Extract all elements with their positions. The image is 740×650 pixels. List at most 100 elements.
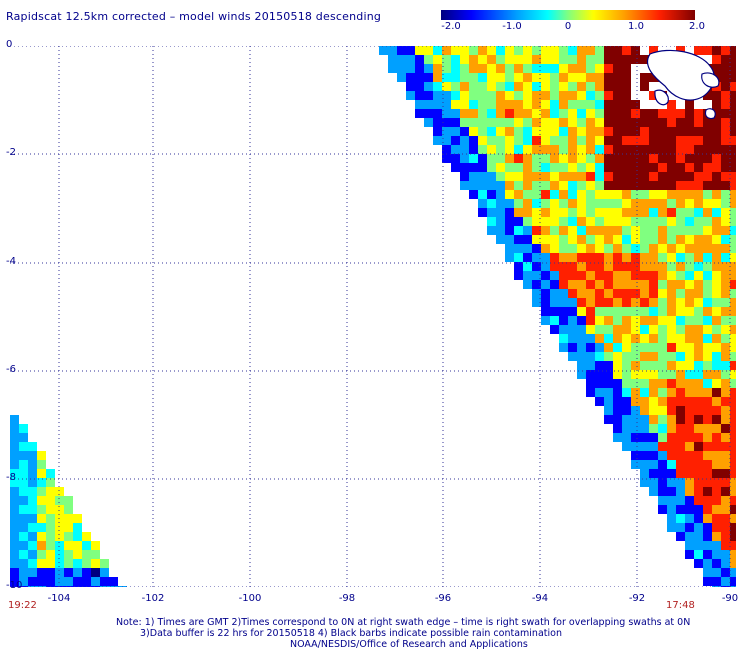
wind-cell [613, 145, 622, 154]
wind-cell [658, 415, 667, 424]
wind-cell [703, 487, 712, 496]
wind-cell [703, 496, 712, 505]
wind-cell [694, 388, 703, 397]
wind-cell [460, 136, 469, 145]
wind-cell [28, 550, 37, 559]
wind-cell [442, 82, 451, 91]
wind-cell [415, 73, 424, 82]
wind-cell [424, 100, 433, 109]
wind-cell [577, 82, 586, 91]
wind-cell [667, 253, 676, 262]
wind-cell [640, 208, 649, 217]
wind-cell [658, 451, 667, 460]
wind-cell [658, 361, 667, 370]
wind-cell [568, 343, 577, 352]
wind-cell [676, 433, 685, 442]
wind-cell [505, 199, 514, 208]
wind-cell [721, 388, 730, 397]
wind-cell [424, 55, 433, 64]
wind-cell [730, 163, 736, 172]
wind-cell [712, 190, 721, 199]
wind-cell [613, 262, 622, 271]
wind-cell [451, 82, 460, 91]
wind-cell [595, 244, 604, 253]
wind-cell [568, 325, 577, 334]
grid-lines [10, 46, 736, 587]
wind-cell [64, 541, 73, 550]
wind-cell [685, 397, 694, 406]
wind-cell [541, 244, 550, 253]
wind-cell [703, 217, 712, 226]
wind-cell [595, 118, 604, 127]
wind-cell [685, 109, 694, 118]
wind-cell [559, 55, 568, 64]
wind-cell [487, 64, 496, 73]
wind-cell [550, 100, 559, 109]
wind-cell [37, 460, 46, 469]
wind-cell [685, 550, 694, 559]
wind-cell [577, 316, 586, 325]
wind-cell [505, 163, 514, 172]
wind-cell [703, 154, 712, 163]
wind-cell [721, 316, 730, 325]
wind-cell [622, 424, 631, 433]
wind-cell [559, 100, 568, 109]
wind-cell [55, 496, 64, 505]
wind-cell [424, 91, 433, 100]
wind-cell [505, 109, 514, 118]
wind-cell [478, 136, 487, 145]
wind-cell [649, 154, 658, 163]
wind-cell [37, 523, 46, 532]
wind-cell [712, 505, 721, 514]
wind-cell [523, 64, 532, 73]
wind-cell [514, 262, 523, 271]
wind-cell [685, 235, 694, 244]
wind-cell [451, 91, 460, 100]
wind-cell [604, 109, 613, 118]
wind-cell [550, 235, 559, 244]
wind-cell [685, 523, 694, 532]
wind-map [10, 46, 736, 587]
wind-cell [613, 433, 622, 442]
wind-cell [640, 478, 649, 487]
wind-cell [721, 451, 730, 460]
wind-cell [721, 361, 730, 370]
wind-cell [586, 244, 595, 253]
wind-cell [703, 181, 712, 190]
wind-cell [595, 352, 604, 361]
wind-cell [541, 46, 550, 55]
wind-cell [712, 541, 721, 550]
wind-cell [721, 289, 730, 298]
wind-cell [37, 514, 46, 523]
wind-cell [523, 190, 532, 199]
wind-cell [541, 100, 550, 109]
wind-cell [586, 181, 595, 190]
wind-cell [676, 154, 685, 163]
island-outline [701, 72, 720, 88]
wind-cell [604, 136, 613, 145]
wind-cell [523, 208, 532, 217]
wind-cell [19, 541, 28, 550]
wind-cell [586, 172, 595, 181]
wind-cell [721, 145, 730, 154]
wind-cell [532, 127, 541, 136]
wind-cell [622, 334, 631, 343]
wind-cell [73, 550, 82, 559]
wind-cell [19, 568, 28, 577]
wind-cell [46, 568, 55, 577]
wind-cell [46, 487, 55, 496]
wind-cell [532, 73, 541, 82]
wind-cell [19, 577, 28, 586]
wind-cell [730, 253, 736, 262]
wind-cell [676, 415, 685, 424]
wind-cell [532, 136, 541, 145]
wind-cell [568, 352, 577, 361]
wind-cell [568, 307, 577, 316]
wind-cell [10, 415, 19, 424]
wind-cell [676, 460, 685, 469]
wind-cell [73, 577, 82, 586]
wind-cell [640, 343, 649, 352]
wind-cell [496, 118, 505, 127]
wind-cell [541, 109, 550, 118]
wind-cell [604, 163, 613, 172]
